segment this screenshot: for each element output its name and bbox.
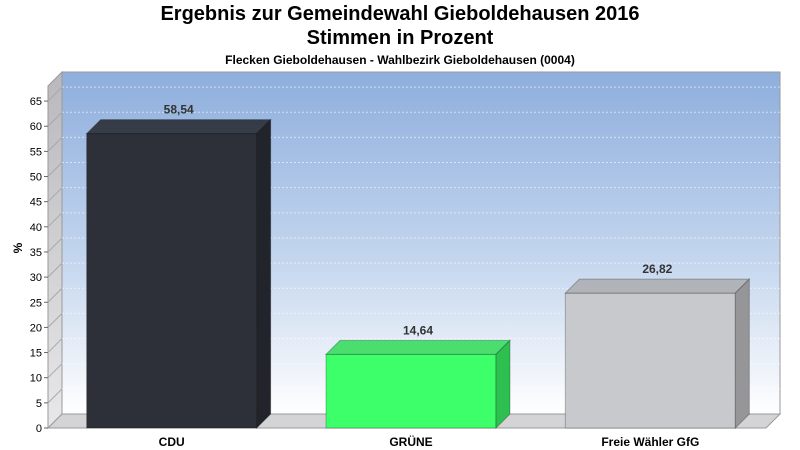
- y-tick-label: 50: [30, 172, 42, 184]
- y-tick-label: 25: [30, 297, 42, 309]
- x-tick-label: GRÜNE: [389, 434, 432, 449]
- bar-side-shade: [735, 279, 750, 428]
- y-tick-label: 40: [30, 222, 42, 234]
- data-label: 58,54: [164, 103, 194, 117]
- grid-line-wall: [47, 86, 63, 102]
- y-tick-label: 65: [30, 96, 42, 108]
- grid-line-wall: [47, 137, 63, 152]
- x-tick-label: CDU: [159, 435, 185, 449]
- y-tick-label: 30: [30, 272, 42, 284]
- y-tick-label: 15: [30, 348, 42, 360]
- y-tick-label: 20: [30, 322, 42, 334]
- bar-front: [325, 353, 497, 429]
- bar-side-shade: [496, 340, 510, 428]
- y-tick-label: 45: [30, 197, 42, 209]
- y-axis-label: %: [11, 242, 25, 253]
- bar-side: [734, 277, 750, 430]
- bar: [564, 277, 751, 430]
- grid-line-wall: [47, 338, 63, 353]
- grid-line-wall: [47, 313, 63, 328]
- y-tick-label: 60: [30, 121, 42, 133]
- y-tick-label: 0: [36, 423, 42, 435]
- bar-side-shade: [256, 119, 271, 428]
- bar-side: [495, 339, 511, 430]
- y-tick-label: 5: [36, 398, 42, 410]
- grid-line-wall: [47, 111, 63, 127]
- grid-line-wall: [47, 262, 63, 278]
- chart-subtitle-district: Flecken Gieboldehausen - Wahlbezirk Gieb…: [225, 53, 575, 67]
- bar-top-shade: [565, 279, 750, 294]
- x-tick-label: Freie Wähler GfG: [601, 435, 699, 449]
- y-tick-label: 55: [30, 146, 42, 158]
- bar: [324, 339, 512, 430]
- grid-line-wall: [47, 187, 63, 203]
- bar-front: [86, 133, 258, 429]
- chart-subtitle: Stimmen in Prozent: [306, 27, 494, 49]
- bar-side: [256, 118, 272, 430]
- grid-line-wall: [47, 212, 63, 228]
- y-tick-label: 10: [30, 373, 42, 385]
- bar: [85, 118, 272, 430]
- bar-top-shade: [86, 119, 271, 134]
- bar-top-shade: [326, 340, 510, 355]
- bar-front: [564, 292, 736, 429]
- grid-line-wall: [47, 237, 63, 253]
- chart-title: Ergebnis zur Gemeindewahl Gieboldehausen…: [160, 3, 640, 25]
- data-label: 14,64: [403, 323, 433, 337]
- grid-line-wall: [47, 287, 63, 303]
- grid-line-wall: [47, 388, 63, 404]
- y-tick-label: 35: [30, 247, 42, 259]
- grid-line-wall: [47, 363, 63, 379]
- data-label: 26,82: [642, 262, 672, 276]
- grid-line-wall: [47, 162, 63, 177]
